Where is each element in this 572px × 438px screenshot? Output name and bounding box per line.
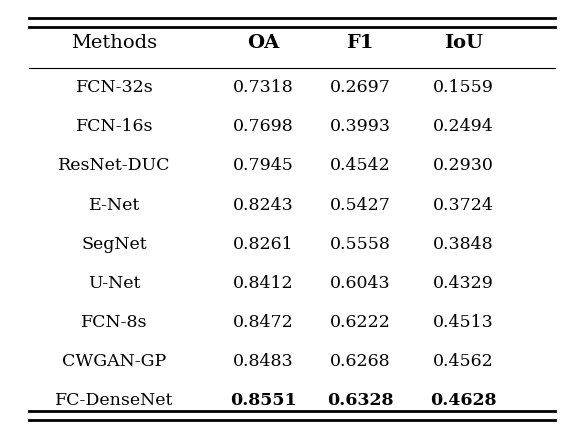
Text: 0.8472: 0.8472	[233, 314, 293, 331]
Text: 0.3848: 0.3848	[433, 236, 494, 253]
Text: 0.5558: 0.5558	[330, 236, 391, 253]
Text: 0.2697: 0.2697	[330, 79, 391, 96]
Text: 0.3993: 0.3993	[330, 118, 391, 135]
Text: SegNet: SegNet	[82, 236, 147, 253]
Text: ResNet-DUC: ResNet-DUC	[58, 157, 170, 174]
Text: 0.4542: 0.4542	[330, 157, 391, 174]
Text: IoU: IoU	[444, 34, 483, 52]
Text: 0.8412: 0.8412	[233, 275, 293, 292]
Text: 0.7698: 0.7698	[233, 118, 293, 135]
Text: 0.6043: 0.6043	[330, 275, 391, 292]
Text: FCN-16s: FCN-16s	[76, 118, 153, 135]
Text: FCN-32s: FCN-32s	[76, 79, 153, 96]
Text: 0.8551: 0.8551	[230, 392, 296, 410]
Text: 0.6268: 0.6268	[330, 353, 391, 370]
Text: 0.2930: 0.2930	[433, 157, 494, 174]
Text: 0.7945: 0.7945	[233, 157, 293, 174]
Text: 0.8243: 0.8243	[233, 197, 293, 213]
Text: FCN-8s: FCN-8s	[81, 314, 148, 331]
Text: 0.6222: 0.6222	[330, 314, 391, 331]
Text: 0.8261: 0.8261	[233, 236, 293, 253]
Text: CWGAN-GP: CWGAN-GP	[62, 353, 166, 370]
Text: 0.1559: 0.1559	[433, 79, 494, 96]
Text: FC-DenseNet: FC-DenseNet	[55, 392, 173, 410]
Text: 0.7318: 0.7318	[233, 79, 293, 96]
Text: E-Net: E-Net	[89, 197, 140, 213]
Text: 0.4628: 0.4628	[430, 392, 496, 410]
Text: 0.4513: 0.4513	[433, 314, 494, 331]
Text: F1: F1	[347, 34, 374, 52]
Text: 0.4329: 0.4329	[433, 275, 494, 292]
Text: 0.8483: 0.8483	[233, 353, 293, 370]
Text: Methods: Methods	[72, 34, 157, 52]
Text: 0.4562: 0.4562	[433, 353, 494, 370]
Text: 0.2494: 0.2494	[433, 118, 494, 135]
Text: OA: OA	[247, 34, 279, 52]
Text: 0.6328: 0.6328	[327, 392, 394, 410]
Text: U-Net: U-Net	[88, 275, 141, 292]
Text: 0.5427: 0.5427	[330, 197, 391, 213]
Text: 0.3724: 0.3724	[433, 197, 494, 213]
